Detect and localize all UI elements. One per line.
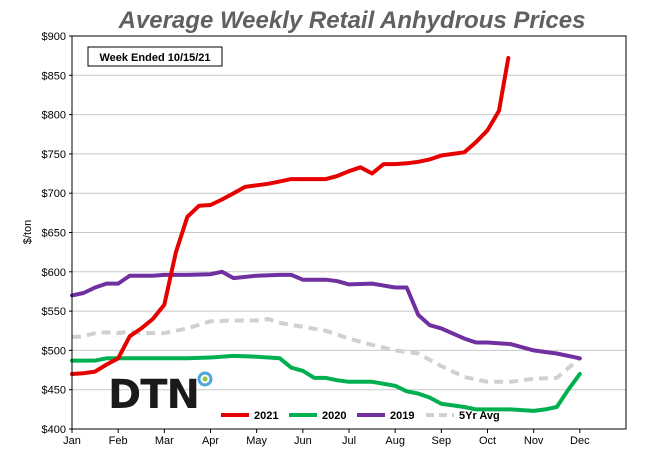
- y-tick-label: $800: [42, 110, 66, 122]
- logo-text: DTN: [108, 372, 199, 418]
- logo-dot-center-icon: [202, 376, 208, 382]
- y-tick-label: $850: [42, 70, 66, 82]
- date-annotation: Week Ended 10/15/21: [87, 46, 223, 67]
- x-tick-label: Jan: [63, 435, 81, 447]
- legend: 2021 2020 2019 5Yr Avg: [221, 410, 500, 422]
- date-annotation-text: Week Ended 10/15/21: [99, 52, 210, 64]
- x-tick-label: Mar: [155, 435, 174, 447]
- x-axis-ticks: Jan Feb Mar Apr May Jun Jul Aug Sep Oct Nov Dec: [63, 429, 590, 447]
- chart-title: Average Weekly Retail Anhydrous Prices: [118, 7, 586, 34]
- legend-label: 2021: [254, 410, 278, 422]
- y-tick-label: $650: [42, 228, 66, 240]
- y-tick-label: $400: [42, 424, 66, 436]
- y-tick-label: $600: [42, 267, 66, 279]
- y-tick-label: $700: [42, 188, 66, 200]
- x-tick-label: Oct: [479, 435, 496, 447]
- gridlines: [72, 74, 626, 391]
- x-tick-label: May: [246, 435, 267, 447]
- x-tick-label: Dec: [570, 435, 590, 447]
- series-line-2021: [70, 56, 511, 376]
- x-tick-label: Jun: [294, 435, 312, 447]
- y-tick-label: $500: [42, 345, 66, 357]
- series-lines: [70, 56, 582, 413]
- y-axis-label: $/ton: [22, 220, 34, 244]
- x-tick-label: Aug: [385, 435, 405, 447]
- x-tick-label: Feb: [109, 435, 128, 447]
- series-line-2019: [70, 269, 582, 361]
- y-tick-label: $450: [42, 385, 66, 397]
- x-tick-label: Apr: [202, 435, 219, 447]
- series-line-2020: [70, 353, 582, 413]
- dtn-logo: DTN: [108, 371, 213, 418]
- x-tick-label: Sep: [432, 435, 452, 447]
- y-tick-label: $550: [42, 306, 66, 318]
- y-axis-ticks: $400 $450 $500 $550 $600 $650 $700 $750 $800 $850…: [42, 31, 72, 436]
- series-line-5yr-avg: [71, 317, 582, 384]
- legend-label: 5Yr Avg: [459, 410, 500, 422]
- x-tick-label: Jul: [342, 435, 356, 447]
- y-tick-label: $750: [42, 149, 66, 161]
- logo-dot-icon: [197, 371, 213, 387]
- y-tick-label: $900: [42, 31, 66, 43]
- x-tick-label: Nov: [524, 435, 544, 447]
- legend-label: 2019: [390, 410, 414, 422]
- legend-label: 2020: [322, 410, 346, 422]
